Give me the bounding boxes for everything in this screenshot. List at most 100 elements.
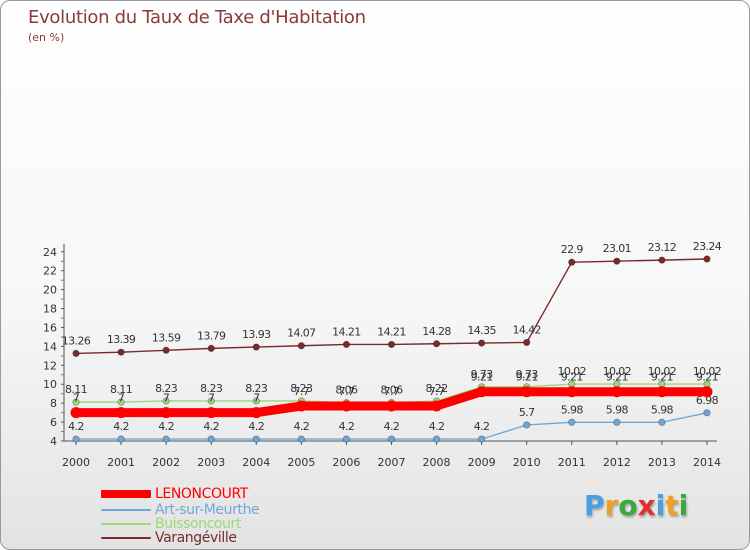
data-label: 7 xyxy=(208,392,215,405)
series-layer: 4.2 4.2 4.2 4.2 4.2 4.2 4.2 4.2 4.2 4.2 5.7 5.98 5.9… xyxy=(62,240,722,443)
data-label: 5.98 xyxy=(606,403,629,416)
data-point xyxy=(295,400,307,412)
logo-letter: i xyxy=(655,489,666,522)
data-point xyxy=(658,256,666,264)
data-point xyxy=(568,418,576,426)
x-tick-labels: 2000 2001 2002 2003 2004 2005 2006 2007 2008 2009… xyxy=(62,456,721,469)
logo-letter: t xyxy=(665,489,679,522)
data-point xyxy=(297,435,305,443)
legend-swatch xyxy=(101,537,151,539)
data-point xyxy=(207,344,215,352)
y-axis-unit-label: (en %) xyxy=(28,31,65,44)
data-point xyxy=(656,386,668,398)
x-tick-label: 2003 xyxy=(197,456,225,469)
data-label: 14.07 xyxy=(287,327,316,340)
data-label: 7.7 xyxy=(384,385,400,398)
data-label: 7 xyxy=(163,392,170,405)
data-label: 7 xyxy=(253,392,260,405)
data-point xyxy=(117,398,125,406)
data-label: 4.2 xyxy=(248,420,264,433)
data-point xyxy=(703,255,711,263)
data-label: 23.01 xyxy=(603,242,632,255)
data-label: 7 xyxy=(73,392,80,405)
data-point xyxy=(701,386,713,398)
y-tick-label: 14 xyxy=(43,340,57,353)
y-tick-label: 18 xyxy=(43,303,57,316)
data-label: 4.2 xyxy=(474,420,490,433)
data-label: 7.7 xyxy=(293,385,309,398)
data-point xyxy=(252,343,260,351)
y-tick-label: 8 xyxy=(50,397,57,410)
x-tick-label: 2008 xyxy=(423,456,451,469)
data-label: 14.21 xyxy=(332,325,361,338)
legend-label: LENONCOURT xyxy=(155,486,248,502)
y-tick-labels: 4 6 8 10 12 14 16 18 20 22 24 xyxy=(43,246,57,448)
data-point xyxy=(297,342,305,350)
data-label: 8.23 xyxy=(200,382,223,395)
data-label: 7 xyxy=(118,392,125,405)
data-label: 4.2 xyxy=(68,420,84,433)
data-label: 9.21 xyxy=(696,371,718,384)
y-tick-label: 12 xyxy=(43,359,57,372)
data-point xyxy=(207,397,215,405)
data-point xyxy=(342,435,351,443)
data-point xyxy=(162,435,170,443)
data-point xyxy=(340,400,352,412)
legend-swatch xyxy=(101,509,151,511)
data-point xyxy=(160,407,172,419)
legend-item-buissoncourt[interactable]: Buissoncourt xyxy=(101,517,241,531)
data-point xyxy=(568,258,576,266)
x-tick-label: 2000 xyxy=(62,456,90,469)
data-label: 4.2 xyxy=(158,420,174,433)
y-tick-label: 20 xyxy=(43,284,57,297)
series-varang-ville: 13.26 13.39 13.59 13.79 13.93 14.07 14.21 14.21… xyxy=(62,240,722,358)
data-label: 10.02 xyxy=(648,365,677,378)
data-label: 7.7 xyxy=(339,385,355,398)
data-point xyxy=(342,340,351,349)
data-label: 14.28 xyxy=(422,325,451,338)
data-point xyxy=(566,386,578,398)
data-point xyxy=(703,409,711,417)
data-label: 8.06 xyxy=(380,384,403,397)
x-tick-label: 2001 xyxy=(107,456,135,469)
series-art-sur-meurthe: 4.2 4.2 4.2 4.2 4.2 4.2 4.2 4.2 4.2 4.2 5.7 5.98 5.9… xyxy=(68,394,719,443)
legend-item-lenoncourt[interactable]: LENONCOURT xyxy=(101,487,248,501)
legend-item-art-sur-meurthe[interactable]: Art-sur-Meurthe xyxy=(101,502,260,518)
data-label: 10.02 xyxy=(558,365,587,378)
data-point xyxy=(207,435,215,443)
data-point xyxy=(250,407,262,419)
data-point xyxy=(162,397,170,405)
data-label: 4.2 xyxy=(113,420,129,433)
data-label: 5.98 xyxy=(651,403,674,416)
data-point xyxy=(658,418,666,426)
data-point xyxy=(70,407,82,419)
legend-swatch xyxy=(101,523,151,525)
data-label: 13.59 xyxy=(152,331,181,344)
legend-item-varangeville[interactable]: Varangéville xyxy=(101,531,237,545)
data-label: 8.11 xyxy=(110,383,132,396)
data-label: 5.7 xyxy=(519,406,535,419)
data-label: 14.21 xyxy=(377,325,406,338)
data-label: 22.9 xyxy=(561,243,584,256)
legend-label: Varangéville xyxy=(155,530,237,546)
data-label: 9.21 xyxy=(606,371,628,384)
y-tick-label: 10 xyxy=(43,378,57,391)
legend-label: Art-sur-Meurthe xyxy=(155,502,260,518)
data-point xyxy=(478,435,486,443)
data-label: 6.98 xyxy=(696,394,719,407)
data-label: 13.39 xyxy=(107,333,136,346)
data-label: 14.35 xyxy=(467,324,496,337)
data-label: 14.42 xyxy=(512,323,541,336)
logo-letter: P xyxy=(584,489,605,522)
data-label: 9.21 xyxy=(651,371,673,384)
y-tick-label: 24 xyxy=(43,246,57,259)
data-point xyxy=(387,340,396,349)
data-point xyxy=(476,386,488,398)
data-point xyxy=(72,435,80,443)
data-label: 9.21 xyxy=(516,371,538,384)
data-point xyxy=(387,435,396,443)
data-point xyxy=(432,340,441,348)
data-label: 8.06 xyxy=(335,384,358,397)
x-tick-label: 2007 xyxy=(377,456,405,469)
data-label: 8.22 xyxy=(426,382,448,395)
